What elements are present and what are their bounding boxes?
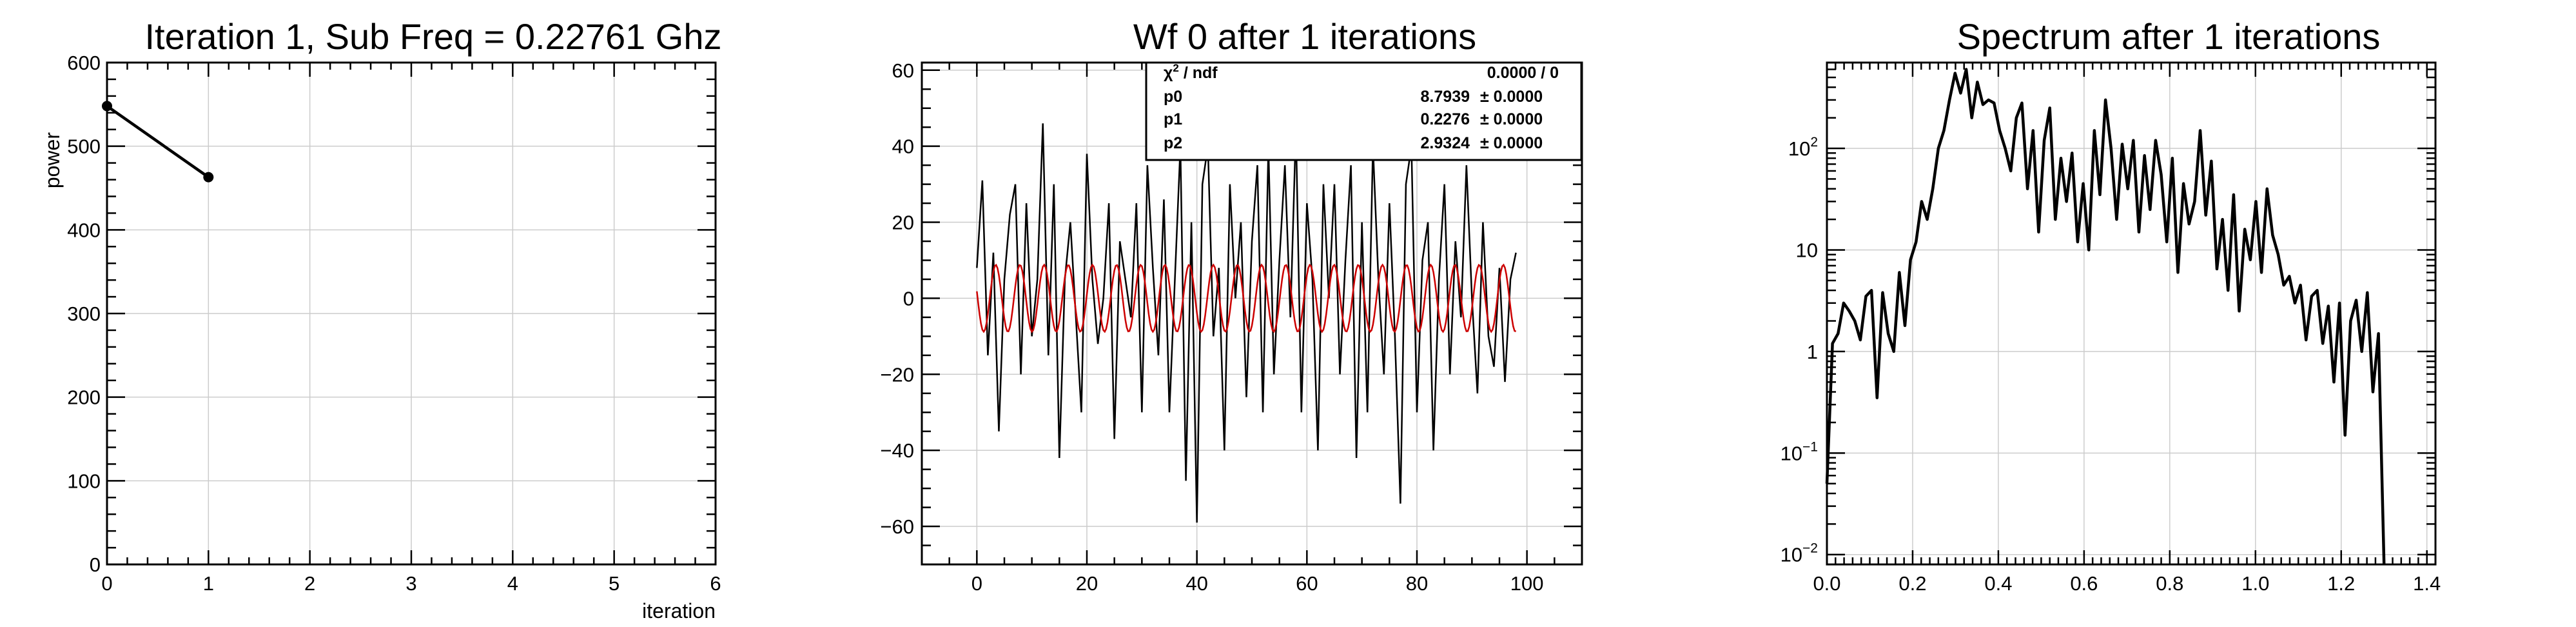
data-point <box>203 172 214 183</box>
sine-fit-line <box>976 263 1517 333</box>
stats-p0-error: ± 0.0000 <box>1480 88 1543 106</box>
y-tick-label: 100 <box>67 470 101 492</box>
x-tick-label: 6 <box>710 572 721 595</box>
y-tick-label: 300 <box>67 303 101 325</box>
y-tick-label: 102 <box>1788 135 1818 160</box>
stats-p0-label: p0 <box>1164 88 1182 106</box>
y-tick-label: 200 <box>67 386 101 409</box>
chart-1-ylabel: power <box>41 132 64 189</box>
x-tick-label: 0 <box>101 572 112 595</box>
chart-1-frame <box>106 61 717 566</box>
chart-1-xlabel: iteration <box>642 599 716 622</box>
y-tick-label: −60 <box>880 515 914 538</box>
fit-stats-box-frame <box>1145 61 1583 161</box>
stats-chi2-value: 0.0000 / 0 <box>1487 64 1559 82</box>
y-tick-label: 1 <box>1807 341 1818 363</box>
chart-3-title: Spectrum after 1 iterations <box>1957 16 2381 57</box>
y-tick-label: 500 <box>67 135 101 158</box>
stats-chi2-label: χ2 / ndf <box>1164 62 1218 82</box>
stats-p2-value: 2.9324 <box>1421 134 1470 152</box>
stats-p1-error: ± 0.0000 <box>1480 110 1543 128</box>
x-tick-label: 1.4 <box>2413 572 2441 595</box>
chart-waveform: Wf 0 after 1 iterations 0 20 40 60 80 100 −60 −… <box>880 16 1583 595</box>
y-tick-label: 20 <box>892 212 914 234</box>
x-tick-label: 2 <box>304 572 315 595</box>
stats-p1-label: p1 <box>1164 110 1182 128</box>
y-tick-label: 10−1 <box>1781 439 1818 464</box>
x-tick-label: 4 <box>507 572 518 595</box>
y-tick-label: 60 <box>892 59 914 82</box>
x-tick-label: 0.6 <box>2070 572 2098 595</box>
y-tick-label: 10−2 <box>1781 541 1818 566</box>
y-tick-label: 0 <box>903 287 914 310</box>
waveform-line <box>976 123 1517 523</box>
x-tick-label: 0.0 <box>1813 572 1840 595</box>
x-tick-label: 20 <box>1076 572 1098 595</box>
y-tick-label: 0 <box>90 553 101 576</box>
stats-p2-label: p2 <box>1164 134 1182 152</box>
x-tick-label: 60 <box>1296 572 1318 595</box>
x-tick-label: 80 <box>1406 572 1428 595</box>
chart-power-vs-iteration: Iteration 1, Sub Freq = 0.22761 Ghz 0 1 2 3… <box>41 16 722 622</box>
spectrum-line <box>1825 68 2386 565</box>
x-tick-label: 1.0 <box>2241 572 2269 595</box>
x-tick-label: 0.4 <box>1984 572 2012 595</box>
x-tick-label: 100 <box>1510 572 1544 595</box>
y-tick-label: −40 <box>880 439 914 462</box>
x-tick-label: 3 <box>405 572 416 595</box>
x-tick-label: 0.8 <box>2156 572 2183 595</box>
y-tick-label: 600 <box>67 52 101 74</box>
y-tick-label: 10 <box>1796 239 1818 261</box>
chart-spectrum: Spectrum after 1 iterations 0.0 0.2 0.4 0.6… <box>1781 16 2441 595</box>
stats-p1-value: 0.2276 <box>1421 110 1470 128</box>
stats-p0-value: 8.7939 <box>1421 88 1470 106</box>
y-tick-label: −20 <box>880 363 914 386</box>
x-tick-label: 0.2 <box>1898 572 1926 595</box>
stats-p2-error: ± 0.0000 <box>1480 134 1543 152</box>
x-tick-label: 0 <box>971 572 982 595</box>
y-tick-label: 400 <box>67 219 101 241</box>
chart-1-title: Iteration 1, Sub Freq = 0.22761 Ghz <box>144 16 721 57</box>
chart-3-frame <box>1826 61 2437 566</box>
x-tick-label: 5 <box>609 572 620 595</box>
series-line <box>106 104 210 179</box>
x-tick-label: 1.2 <box>2327 572 2355 595</box>
fit-stats-box: χ2 / ndf 0.0000 / 0 p0 8.7939 ± 0.0000 p… <box>1145 61 1583 161</box>
x-tick-label: 40 <box>1186 572 1207 595</box>
chart-2-title: Wf 0 after 1 iterations <box>1133 16 1476 57</box>
x-tick-label: 1 <box>203 572 214 595</box>
y-tick-label: 40 <box>892 135 914 158</box>
